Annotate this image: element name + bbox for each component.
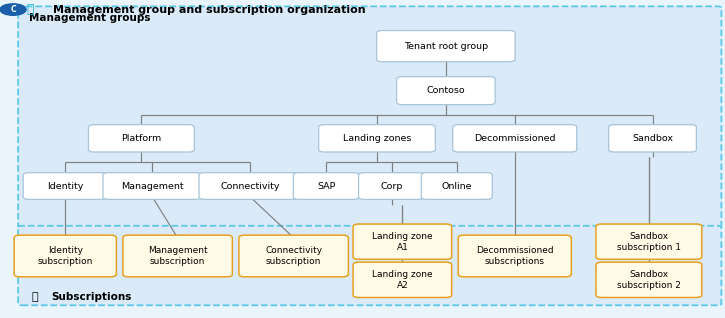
Text: SAP: SAP <box>317 182 336 190</box>
FancyBboxPatch shape <box>18 6 721 227</box>
FancyBboxPatch shape <box>14 235 116 277</box>
FancyBboxPatch shape <box>199 173 302 199</box>
Text: C: C <box>10 5 16 14</box>
Text: Sandbox
subscription 2: Sandbox subscription 2 <box>617 270 681 290</box>
FancyBboxPatch shape <box>123 235 232 277</box>
FancyBboxPatch shape <box>397 77 495 105</box>
Text: Management groups: Management groups <box>29 13 151 23</box>
Text: Management: Management <box>121 182 183 190</box>
Text: Identity
subscription: Identity subscription <box>38 246 93 266</box>
Text: 🔑: 🔑 <box>31 292 38 302</box>
FancyBboxPatch shape <box>293 173 360 199</box>
Text: Connectivity: Connectivity <box>220 182 280 190</box>
Text: Subscriptions: Subscriptions <box>51 292 131 302</box>
FancyBboxPatch shape <box>377 31 515 62</box>
FancyBboxPatch shape <box>353 262 452 298</box>
Text: Contoso: Contoso <box>426 86 465 95</box>
FancyBboxPatch shape <box>88 125 194 152</box>
FancyBboxPatch shape <box>359 173 425 199</box>
Text: Platform: Platform <box>121 134 162 143</box>
FancyBboxPatch shape <box>103 173 202 199</box>
FancyBboxPatch shape <box>596 224 702 259</box>
Text: Management
subscription: Management subscription <box>148 246 207 266</box>
Text: Identity: Identity <box>47 182 83 190</box>
Text: Tenant root group: Tenant root group <box>404 42 488 51</box>
FancyBboxPatch shape <box>609 125 696 152</box>
FancyBboxPatch shape <box>353 224 452 259</box>
Text: 👥: 👥 <box>27 3 34 16</box>
Text: Connectivity
subscription: Connectivity subscription <box>265 246 322 266</box>
FancyBboxPatch shape <box>318 125 435 152</box>
Circle shape <box>0 4 26 15</box>
FancyBboxPatch shape <box>18 226 721 305</box>
Text: Corp: Corp <box>381 182 402 190</box>
FancyBboxPatch shape <box>239 235 348 277</box>
Text: Landing zone
A1: Landing zone A1 <box>372 232 433 252</box>
FancyBboxPatch shape <box>23 173 107 199</box>
FancyBboxPatch shape <box>596 262 702 298</box>
Text: Sandbox: Sandbox <box>632 134 673 143</box>
Text: Landing zones: Landing zones <box>343 134 411 143</box>
Text: Landing zone
A2: Landing zone A2 <box>372 270 433 290</box>
Text: Online: Online <box>442 182 472 190</box>
Text: Decommissioned: Decommissioned <box>474 134 555 143</box>
FancyBboxPatch shape <box>421 173 492 199</box>
FancyBboxPatch shape <box>458 235 571 277</box>
FancyBboxPatch shape <box>452 125 576 152</box>
Text: Sandbox
subscription 1: Sandbox subscription 1 <box>617 232 681 252</box>
Text: Management group and subscription organization: Management group and subscription organi… <box>53 5 365 15</box>
Text: Decommissioned
subscriptions: Decommissioned subscriptions <box>476 246 554 266</box>
